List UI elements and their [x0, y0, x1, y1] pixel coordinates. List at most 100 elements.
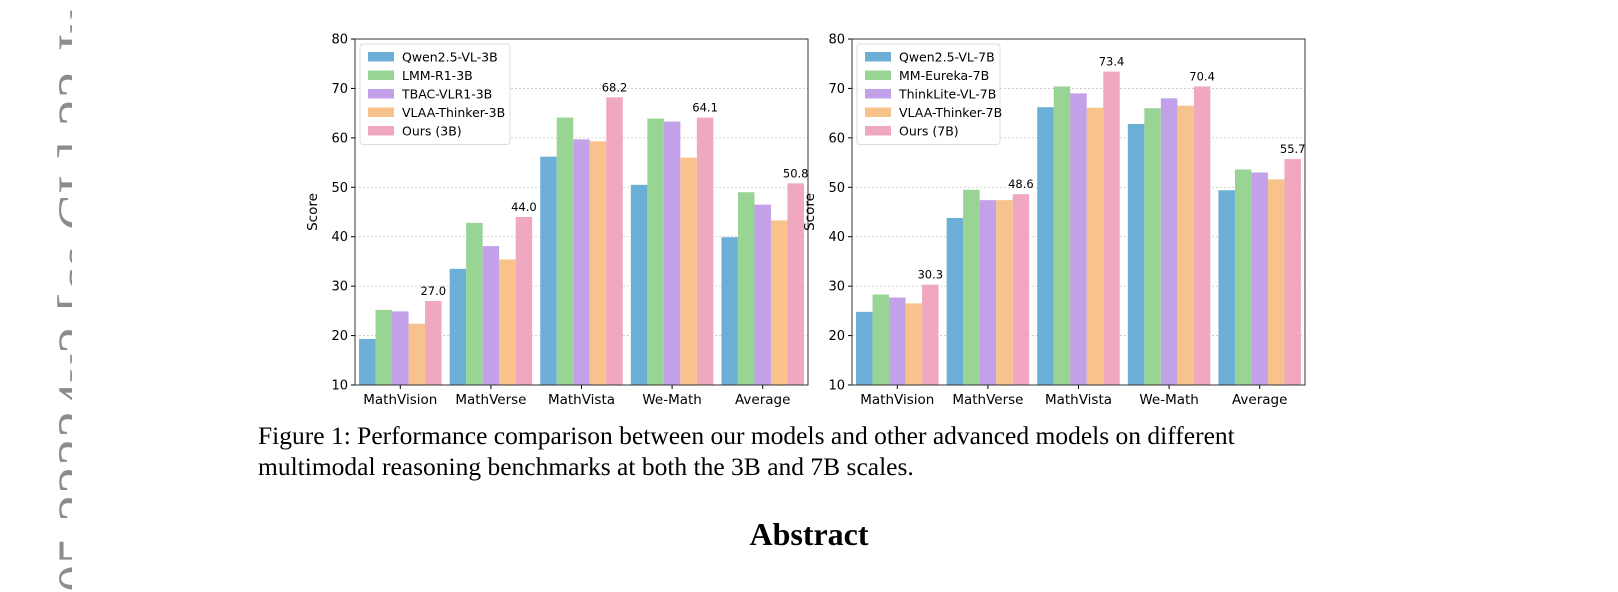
legend-label: Qwen2.5-VL-3B	[402, 50, 498, 65]
legend-swatch	[865, 52, 891, 62]
bar-lmm-r1-3b-we-math	[647, 118, 664, 385]
bar-lmm-r1-3b-mathvision	[375, 309, 393, 385]
legend-label: LMM-R1-3B	[402, 68, 473, 83]
legend-box	[856, 43, 1001, 145]
bar-qwen2-5-vl-3b-mathvision	[359, 339, 376, 385]
y-tick-label: 70	[828, 82, 845, 97]
bar-qwen2-5-vl-7b-mathvision	[856, 311, 873, 385]
bar-ours-3b--mathverse	[515, 216, 533, 385]
bar-ours-7b--we-math	[1193, 86, 1211, 386]
x-tick-label: Average	[735, 392, 790, 408]
bar-qwen2-5-vl-3b-average	[721, 237, 738, 385]
y-tick-label: 60	[331, 131, 348, 146]
legend-swatch	[368, 70, 394, 80]
bar-mm-eureka-7b-mathverse	[963, 189, 980, 385]
legend-label: VLAA-Thinker-3B	[402, 105, 505, 120]
bar-vlaa-thinker-7b-we-math	[1177, 105, 1194, 385]
plot-frame	[851, 38, 1306, 386]
bar-thinklite-vl-7b-average	[1251, 172, 1268, 385]
legend-box	[359, 43, 511, 145]
bar-ours-3b--average	[787, 183, 804, 385]
bar-tbac-vlr1-3b-mathvision	[392, 311, 409, 385]
legend-swatch	[368, 126, 394, 136]
bar-ours-3b--we-math	[696, 117, 714, 385]
bar-thinklite-vl-7b-mathvista	[1070, 93, 1087, 385]
legend-swatch	[865, 126, 891, 136]
bar-qwen2-5-vl-7b-mathvista	[1037, 107, 1054, 385]
bar-vlaa-thinker-7b-average	[1267, 179, 1285, 385]
bar-tbac-vlr1-3b-we-math	[663, 121, 681, 385]
legend-label: TBAC-VLR1-3B	[401, 87, 492, 102]
data-label: 50.8	[783, 166, 809, 180]
bar-lmm-r1-3b-average	[737, 192, 755, 385]
legend-label: Qwen2.5-VL-7B	[899, 50, 995, 65]
legend-swatch	[368, 89, 394, 99]
chart-panel-1: 10 20 30 40 50 60 70 80 Score 27.0 MathVision 44.0 M…	[305, 33, 809, 409]
bar-ours-7b--mathverse	[1012, 194, 1030, 385]
bar-vlaa-thinker-3b-we-math	[680, 157, 697, 385]
bar-ours-3b--mathvista	[606, 97, 623, 385]
bar-lmm-r1-3b-mathverse	[466, 222, 483, 385]
legend-swatch	[865, 70, 891, 80]
data-label: 44.0	[511, 200, 537, 214]
x-tick-label: We-Math	[642, 392, 702, 408]
x-tick-label: MathVision	[860, 392, 934, 408]
figure-caption: Figure 1: Performance comparison between…	[258, 421, 1235, 481]
x-tick-label: MathVista	[1045, 392, 1112, 408]
bar-qwen2-5-vl-3b-we-math	[630, 184, 648, 385]
legend: Qwen2.5-VL-7B MM-Eureka-7B ThinkLite-VL-7B…	[856, 43, 1002, 145]
bar-qwen2-5-vl-7b-average	[1218, 190, 1235, 385]
bar-ours-7b--mathvista	[1103, 71, 1120, 385]
y-tick-label: 80	[331, 33, 348, 48]
bar-mm-eureka-7b-mathvista	[1053, 86, 1071, 386]
bar-thinklite-vl-7b-mathvision	[889, 297, 906, 385]
y-tick-label: 40	[331, 230, 348, 245]
x-tick-label: We-Math	[1139, 392, 1199, 408]
x-tick-label: MathVision	[363, 392, 437, 408]
figure-charts: 10 20 30 40 50 60 70 80 Score 27.0 MathVision 44.0 M…	[305, 33, 1306, 409]
bar-qwen2-5-vl-7b-we-math	[1127, 124, 1145, 385]
bar-vlaa-thinker-3b-mathvista	[589, 141, 607, 385]
bar-tbac-vlr1-3b-average	[754, 204, 771, 385]
y-tick-label: 10	[828, 379, 845, 394]
bar-vlaa-thinker-3b-mathverse	[499, 259, 516, 385]
legend-label: VLAA-Thinker-7B	[899, 105, 1002, 120]
y-tick-label: 20	[828, 329, 845, 344]
legend-label: Ours (3B)	[402, 124, 462, 139]
bar-mm-eureka-7b-average	[1234, 169, 1252, 385]
y-tick-label: 30	[828, 280, 845, 295]
bar-tbac-vlr1-3b-mathverse	[482, 246, 500, 385]
data-label: 27.0	[420, 284, 446, 298]
y-axis-label: Score	[802, 193, 818, 231]
bar-vlaa-thinker-7b-mathvision	[905, 303, 923, 385]
x-tick-label: MathVerse	[952, 392, 1023, 408]
bar-ours-7b--average	[1284, 159, 1301, 385]
x-tick-label: MathVerse	[455, 392, 526, 408]
legend-swatch	[368, 107, 394, 117]
x-tick-label: MathVista	[548, 392, 615, 408]
abstract-heading: Abstract	[749, 516, 869, 552]
bar-qwen2-5-vl-3b-mathvista	[540, 156, 557, 385]
data-label: 70.4	[1189, 69, 1215, 83]
bar-vlaa-thinker-3b-average	[770, 220, 788, 385]
chart-panel-2: 10 20 30 40 50 60 70 80 Score 30.3 MathVision 48.6 M…	[802, 33, 1306, 409]
bar-ours-7b--mathvision	[922, 284, 939, 385]
y-tick-label: 60	[828, 131, 845, 146]
y-tick-label: 30	[331, 280, 348, 295]
bar-mm-eureka-7b-we-math	[1144, 108, 1161, 385]
y-tick-label: 50	[828, 181, 845, 196]
data-label: 30.3	[917, 268, 943, 282]
legend: Qwen2.5-VL-3B LMM-R1-3B TBAC-VLR1-3B VLAA-T…	[359, 43, 511, 145]
plot-frame	[354, 38, 809, 386]
bar-vlaa-thinker-7b-mathverse	[996, 200, 1013, 385]
y-tick-label: 40	[828, 230, 845, 245]
legend-swatch	[368, 52, 394, 62]
legend-label: ThinkLite-VL-7B	[898, 87, 996, 102]
bar-ours-3b--mathvision	[425, 300, 442, 385]
data-label: 64.1	[692, 101, 718, 115]
bar-qwen2-5-vl-3b-mathverse	[449, 268, 467, 385]
y-tick-label: 10	[331, 379, 348, 394]
bar-qwen2-5-vl-7b-mathverse	[946, 217, 964, 385]
legend-label: MM-Eureka-7B	[899, 68, 989, 83]
bar-vlaa-thinker-3b-mathvision	[408, 323, 426, 385]
